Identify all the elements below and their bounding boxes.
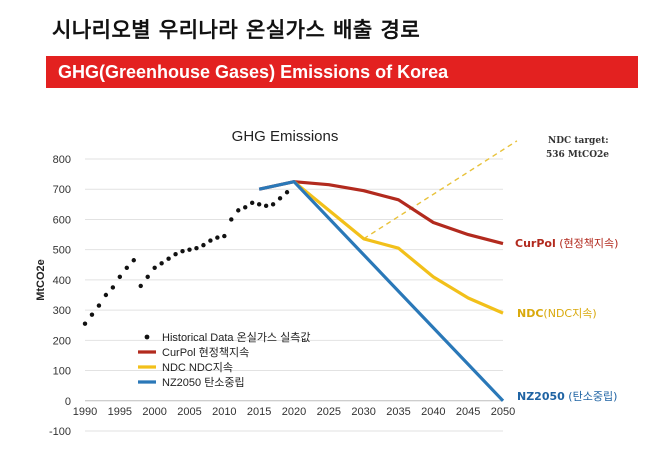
y-tick-label: 300 [53,305,71,317]
y-axis-ticks: -100 0 100 200 300 400 500 600 700 800 [49,154,71,438]
x-tick-label: 2040 [421,406,445,418]
historical-data-point [159,261,164,266]
banner-title: GHG(Greenhouse Gases) Emissions of Korea [46,56,638,88]
historical-data-point [117,274,123,280]
y-tick-label: 100 [53,366,71,378]
series-line-1 [258,180,504,246]
curpol-end-label-rest: (현정책지속) [556,237,619,250]
historical-data-point [96,303,102,308]
x-tick-label: 2050 [491,406,515,418]
x-tick-label: 2000 [142,406,166,418]
y-tick-label: -100 [49,426,71,438]
y-tick-label: 500 [53,245,71,257]
historical-data-point [243,205,248,210]
legend-label: CurPol 현정책지속 [162,346,249,359]
x-axis-ticks: 1990 1995 2000 2005 2010 2015 2020 2025 2030 2035… [73,406,515,418]
x-tick-label: 2025 [317,406,341,418]
nz2050-end-label: NZ2050 (탄소중립) [517,390,617,403]
historical-data-point [173,252,178,257]
historical-data-point [263,203,269,209]
nz2050-end-label-bold: NZ2050 [517,390,565,403]
historical-data-point [145,274,150,280]
historical-data-point [180,248,185,254]
page-title: 시나리오별 우리나라 온실가스 배출 경로 [52,18,421,42]
historical-data-point [277,196,283,201]
historical-data-point [103,292,109,298]
historical-data-point [201,242,206,248]
y-tick-label: 800 [53,154,71,166]
ndc-end-label-rest: (NDC지속) [543,307,596,320]
x-tick-label: 2010 [212,406,236,418]
historical-data-point [131,258,136,263]
ndc-end-label: NDC(NDC지속) [517,307,597,320]
historical-data-point [250,200,255,206]
x-tick-label: 2020 [282,406,306,418]
historical-data-point [138,283,143,289]
curpol-end-label-bold: CurPol [515,237,556,250]
ndc-end-label-bold: NDC [517,307,543,320]
historical-data-point [89,312,95,317]
historical-data-point [110,285,116,290]
legend-label: Historical Data 온실가스 실측값 [162,331,310,344]
historical-data-point [284,190,290,195]
ndc-target-label-2: 536 MtCO2e [546,150,609,160]
curpol-end-label: CurPol (현정책지속) [515,237,618,250]
x-tick-label: 2015 [247,406,271,418]
legend-label: NDC NDC지속 [162,361,233,374]
x-tick-label: 1990 [73,406,97,418]
legend-label: NZ2050 탄소중립 [162,376,245,389]
historical-dots [82,190,290,326]
y-tick-label: 200 [53,335,71,347]
x-tick-label: 1995 [108,406,132,418]
series-lines [258,180,505,402]
legend: Historical Data 온실가스 실측값 CurPol 현정책지속 NDC … [138,331,310,389]
x-tick-label: 2030 [351,406,375,418]
historical-data-point [256,202,262,207]
x-tick-label: 2035 [386,406,410,418]
historical-data-point [270,202,276,207]
y-tick-label: 400 [53,275,71,287]
nz2050-end-label-rest: (탄소중립) [565,390,618,403]
y-tick-label: 600 [53,214,71,226]
y-tick-label: 0 [65,396,71,408]
historical-data-point [208,238,213,243]
historical-data-point [82,321,88,326]
ndc-target-label-1: NDC target: [548,136,609,146]
y-axis-label: MtCO2e [35,259,47,301]
historical-data-point [236,208,241,213]
chart-title: GHG Emissions [232,128,339,145]
y-tick-label: 700 [53,184,71,196]
series-line-3 [258,180,505,402]
x-tick-label: 2005 [177,406,201,418]
historical-data-point [124,265,129,270]
legend-marker-historical [144,334,150,340]
historical-data-point [187,247,192,252]
historical-data-point [152,265,157,270]
historical-data-point [166,256,171,261]
historical-data-point [215,235,220,240]
series-line-2 [292,180,504,315]
historical-data-point [194,245,199,251]
grid-lines [85,158,503,432]
ndc-target-line [363,140,518,240]
historical-data-point [229,217,234,222]
x-tick-label: 2045 [456,406,480,418]
historical-data-point [222,233,227,239]
ndc-target-dashed-line [363,140,518,240]
